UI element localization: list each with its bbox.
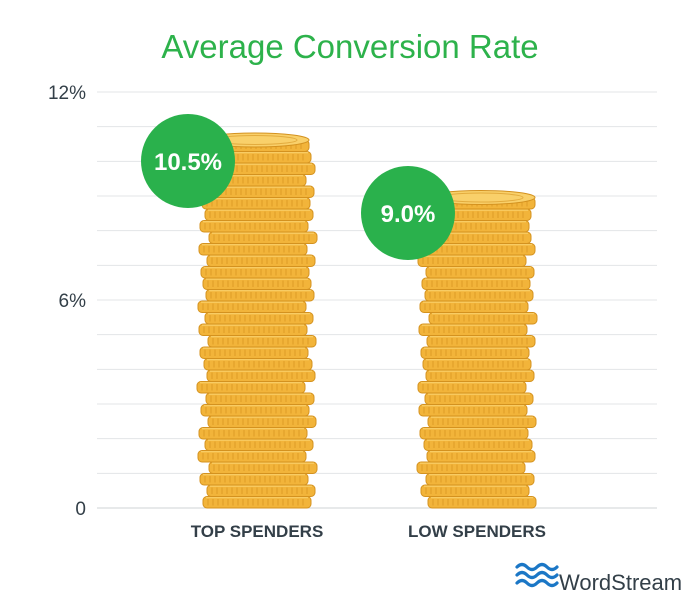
value-badge: [141, 114, 235, 208]
x-category-label: LOW SPENDERS: [408, 522, 546, 541]
x-axis: TOP SPENDERS LOW SPENDERS: [191, 522, 546, 541]
coin-stack-bars: [196, 132, 538, 509]
y-axis: 0 6% 12%: [48, 83, 86, 520]
value-label: 9.0%: [381, 201, 436, 228]
value-badge: [361, 166, 455, 260]
value-badges: 10.5% 9.0%: [141, 114, 455, 260]
bar-coin-stack: [196, 132, 318, 509]
wordstream-brand: WordStream: [515, 562, 682, 595]
brand-name: WordStream: [559, 570, 682, 595]
value-label: 10.5%: [154, 149, 222, 176]
y-tick-label: 6%: [59, 291, 87, 312]
wordstream-wave-logo-icon: [515, 562, 559, 588]
x-category-label: TOP SPENDERS: [191, 522, 324, 541]
chart-title: Average Conversion Rate: [161, 28, 538, 65]
y-tick-label: 0: [75, 499, 86, 520]
y-tick-label: 12%: [48, 83, 86, 104]
